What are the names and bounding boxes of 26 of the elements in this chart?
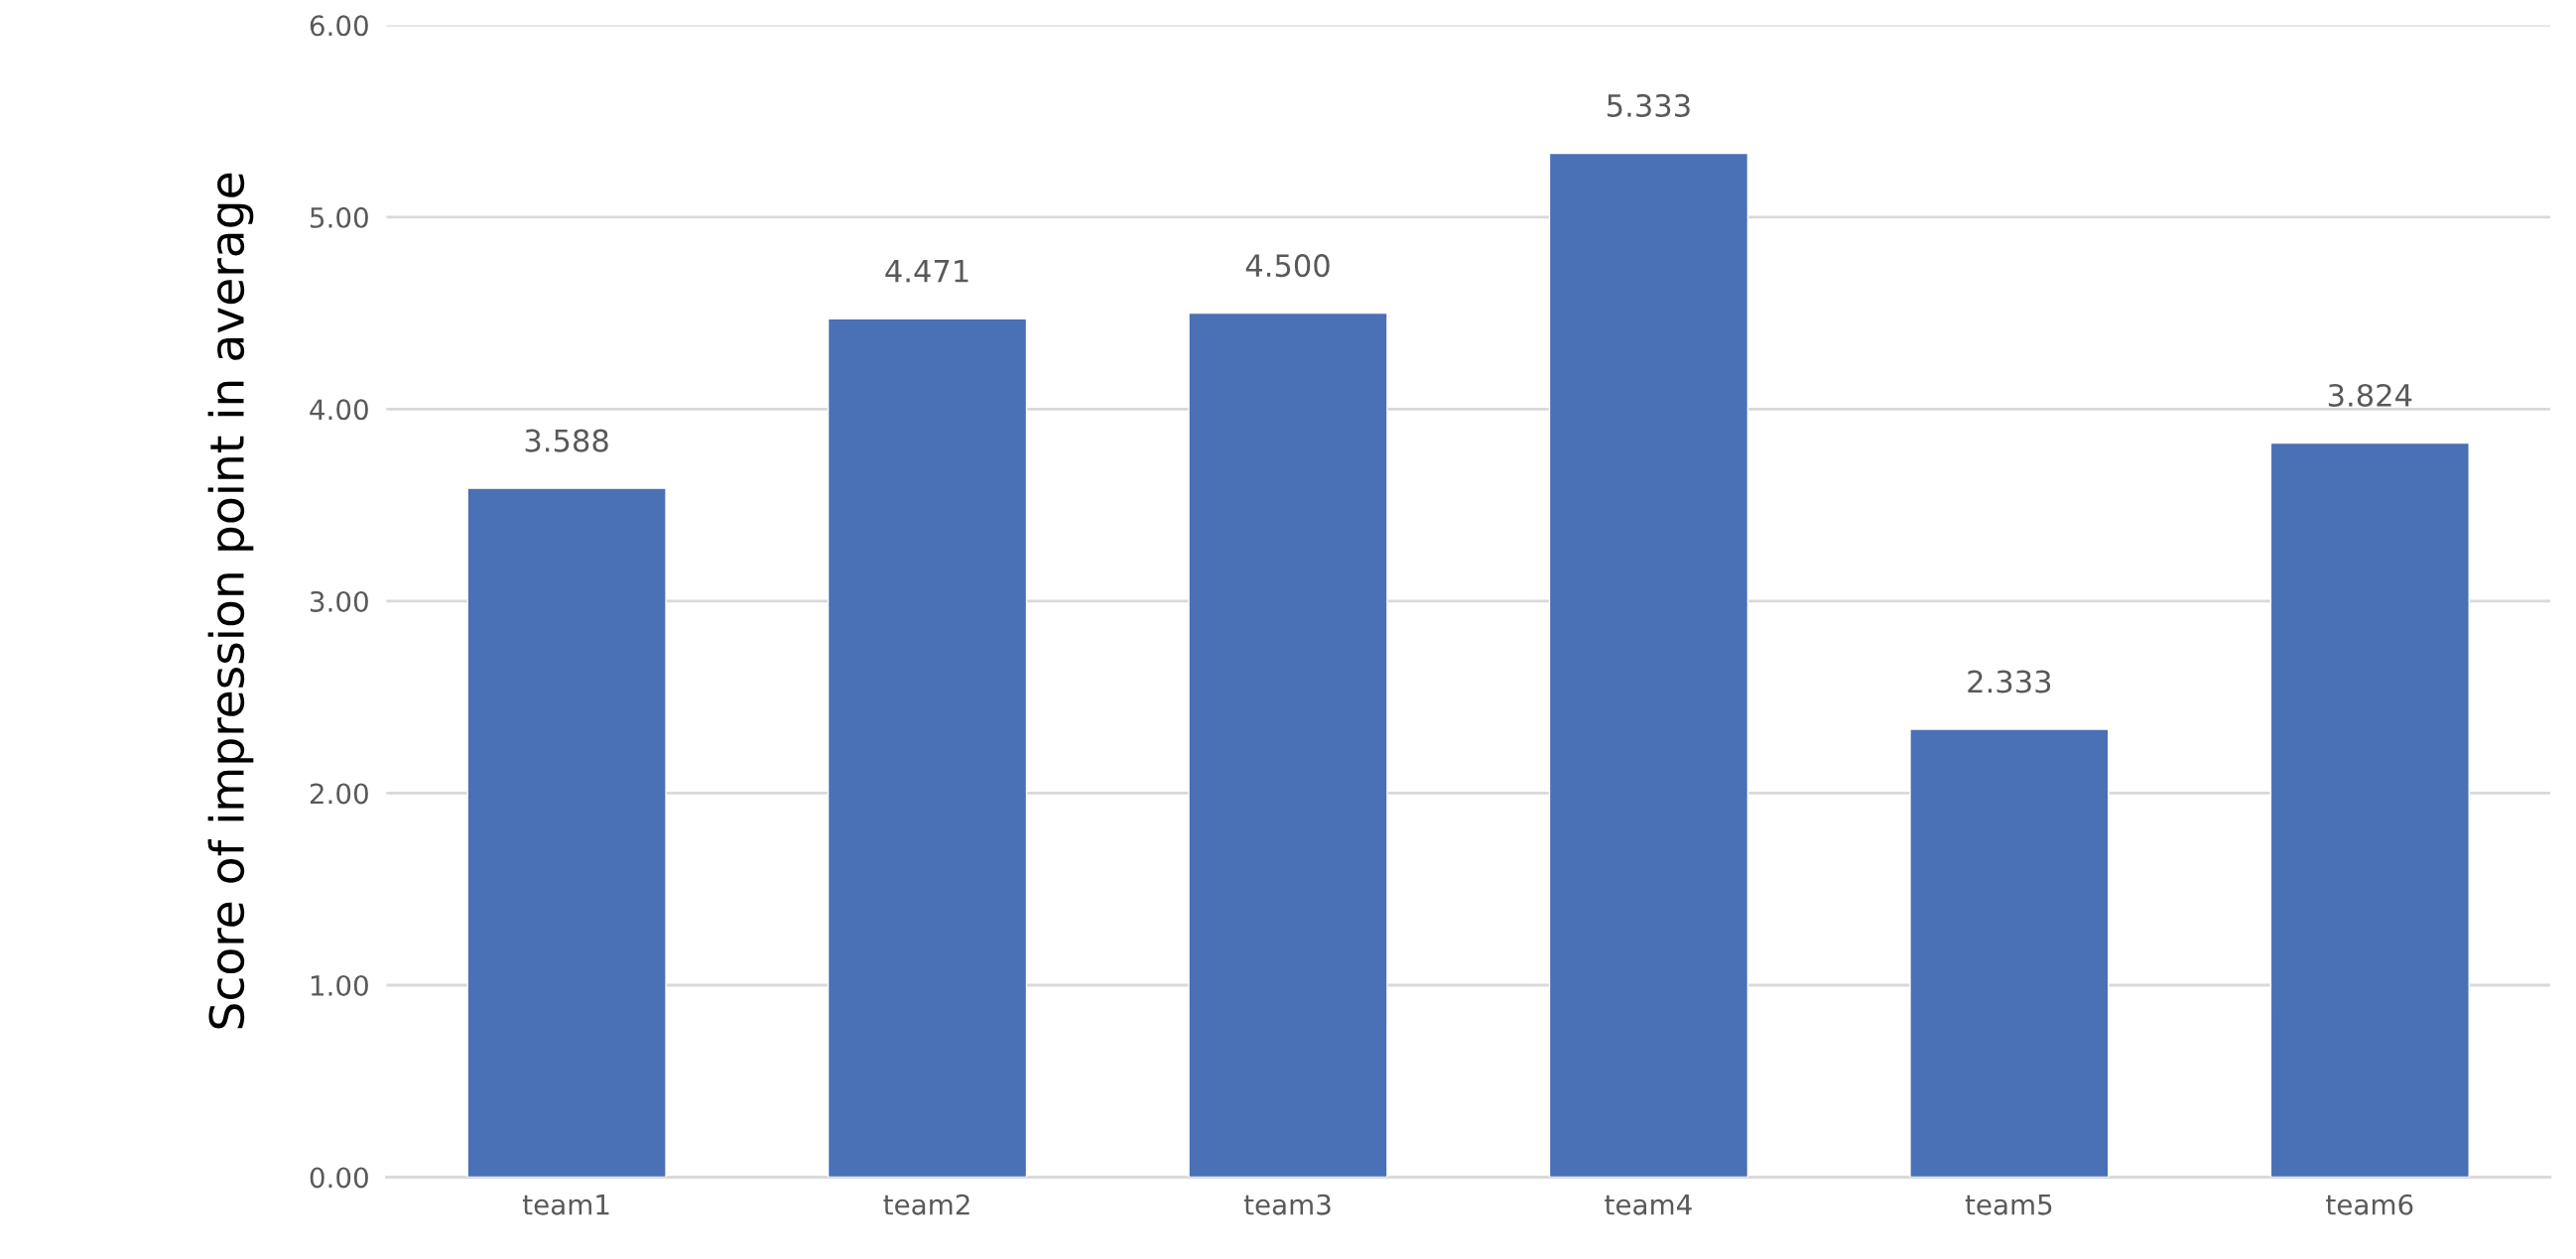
data-label: 3.588 (525, 429, 608, 452)
y-tick-label: 4.00 (310, 399, 368, 421)
y-tick-label: 2.00 (310, 783, 368, 805)
x-tick-label: team5 (1965, 1195, 2052, 1215)
data-label: 4.500 (1245, 254, 1330, 278)
x-tick-label: team1 (523, 1195, 609, 1215)
bar (1909, 728, 2110, 1178)
bar (466, 487, 667, 1178)
x-tick-label: team6 (2326, 1194, 2413, 1215)
bar (1548, 152, 1749, 1178)
y-axis-title: Score of impression point in average (207, 173, 254, 1029)
x-tick-label: team4 (1605, 1195, 1692, 1215)
data-label: 3.824 (2328, 383, 2412, 408)
x-tick-label: team2 (883, 1194, 969, 1215)
y-tick-label: 1.00 (311, 974, 368, 996)
bar (827, 317, 1028, 1178)
y-tick-label: 6.00 (310, 15, 368, 37)
x-tick-label: team3 (1243, 1194, 1331, 1215)
bar (1188, 312, 1388, 1178)
data-label: 5.333 (1608, 93, 1690, 117)
y-tick-label: 5.00 (311, 206, 368, 228)
data-label: 2.333 (1968, 670, 2051, 693)
bar (2269, 441, 2470, 1178)
data-label: 4.471 (885, 260, 968, 283)
y-tick-label: 3.00 (311, 590, 368, 612)
y-tick-label: 0.00 (310, 1167, 368, 1189)
